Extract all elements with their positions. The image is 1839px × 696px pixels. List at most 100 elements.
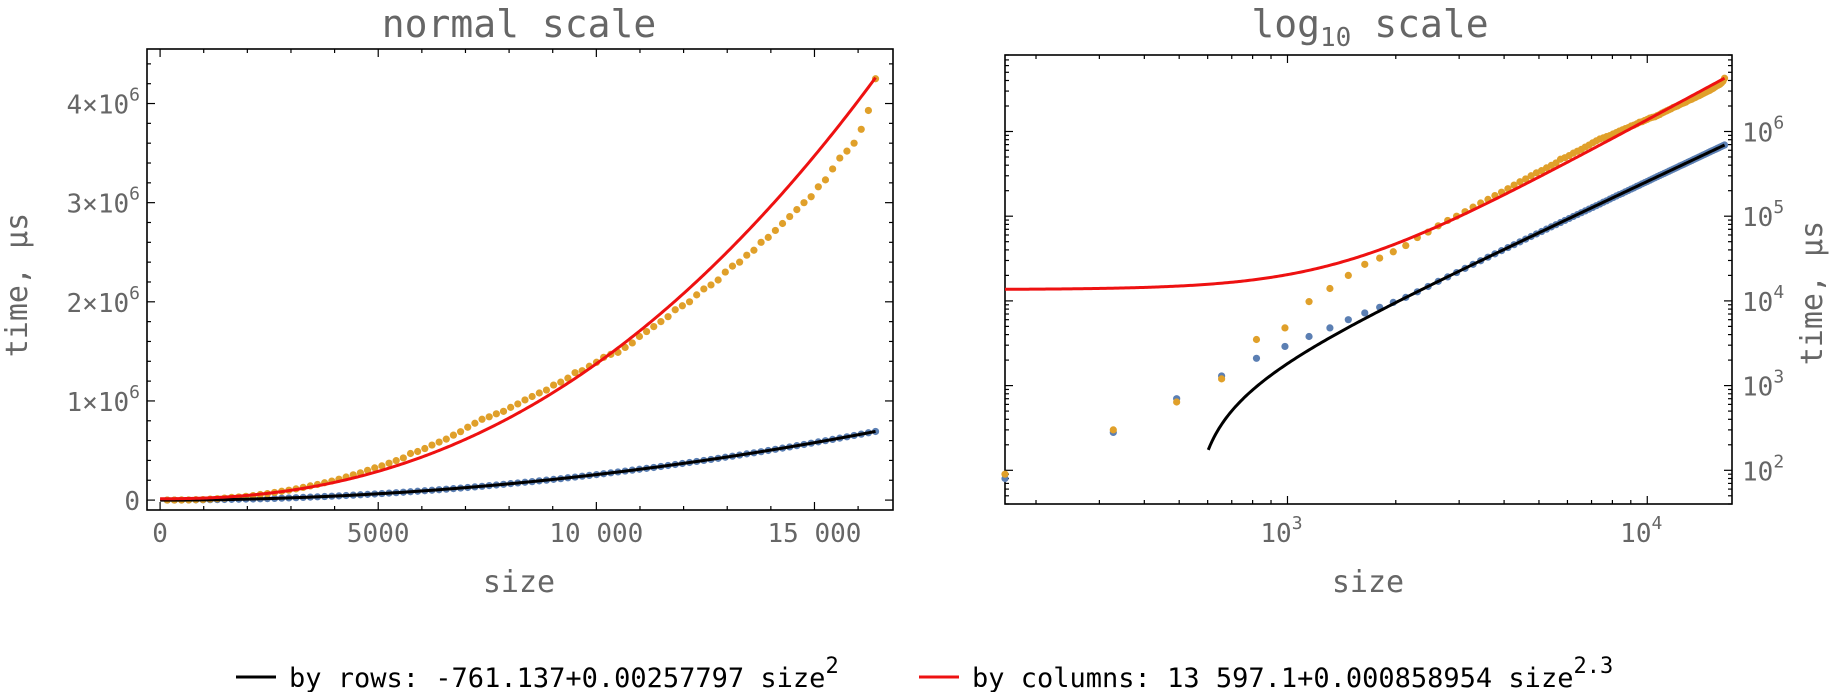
data-point-columns xyxy=(836,154,844,162)
data-point-columns xyxy=(371,464,379,472)
right-x-tick-exp: 3 xyxy=(1292,513,1303,534)
data-point-columns xyxy=(807,193,815,201)
data-point-columns xyxy=(721,268,729,276)
data-point-columns xyxy=(1252,335,1261,344)
data-point-columns xyxy=(714,276,722,284)
data-point-columns xyxy=(685,298,694,306)
left-x-tick-labels: 0 5000 10 000 15 000 xyxy=(152,519,861,549)
data-point-columns xyxy=(528,392,536,401)
right-y-tick-exp: 6 xyxy=(1773,112,1784,133)
right-chart-title: log10 scale xyxy=(1251,2,1488,53)
right-y-axis-label: time, μs xyxy=(1795,221,1830,366)
right-x-tick-base: 10 xyxy=(1620,519,1651,549)
data-point-columns xyxy=(671,306,679,314)
data-point-columns xyxy=(492,410,500,418)
fit-curve-rows xyxy=(160,429,876,502)
legend-exp-rows: 2 xyxy=(825,654,838,679)
data-point-columns xyxy=(414,447,422,456)
data-point-columns xyxy=(1510,181,1518,189)
data-point-columns xyxy=(764,233,772,241)
data-point-columns xyxy=(456,428,465,436)
right-y-tick-exp: 3 xyxy=(1773,367,1784,388)
data-point-columns xyxy=(406,449,415,458)
data-point-columns xyxy=(1305,298,1313,306)
data-point-rows xyxy=(1252,354,1261,362)
left-x-tick-label: 5000 xyxy=(347,519,410,549)
data-point-columns xyxy=(628,339,636,347)
legend-text-rows: by rows: -761.137+0.00257797 size xyxy=(289,663,825,692)
left-y-tick-label: 1×106 xyxy=(67,382,140,418)
data-point-columns xyxy=(693,291,701,299)
right-x-tick-label: 104 xyxy=(1620,513,1662,549)
data-point-rows xyxy=(1361,309,1369,317)
data-point-columns xyxy=(471,419,479,427)
fit-curve-rows xyxy=(1206,143,1726,451)
data-point-columns xyxy=(793,206,801,214)
left-y-tick-label: 0 xyxy=(124,487,140,517)
data-point-columns xyxy=(635,332,644,341)
data-point-columns xyxy=(778,219,787,228)
data-point-columns xyxy=(850,139,858,147)
data-point-columns xyxy=(1218,375,1226,383)
data-point-columns xyxy=(814,183,822,191)
right-x-tick-exp: 4 xyxy=(1651,513,1662,534)
data-point-columns xyxy=(650,322,658,331)
data-point-columns xyxy=(478,415,486,423)
data-point-columns xyxy=(1344,271,1352,279)
data-point-columns xyxy=(535,389,543,397)
left-y-tick-exp: 6 xyxy=(129,382,140,403)
right-y-tick-label: 104 xyxy=(1742,282,1784,318)
right-y-tick-label: 103 xyxy=(1742,367,1784,403)
data-point-columns xyxy=(499,407,508,415)
data-point-columns xyxy=(821,176,830,184)
left-y-tick-mantissa: 4×10 xyxy=(67,91,130,121)
right-plot-frame xyxy=(1004,54,1733,505)
right-y-tick-base: 10 xyxy=(1742,288,1773,318)
right-y-tick-base: 10 xyxy=(1742,457,1773,487)
left-data-points xyxy=(163,75,880,504)
data-point-columns xyxy=(1001,470,1009,478)
data-point-columns xyxy=(571,369,579,377)
right-y-tick-base: 10 xyxy=(1742,373,1773,403)
data-point-columns xyxy=(864,106,872,115)
data-point-columns xyxy=(1281,324,1289,332)
data-point-columns xyxy=(542,386,551,394)
data-point-columns xyxy=(786,212,794,221)
left-y-tick-label: 2×106 xyxy=(67,283,140,319)
data-point-columns xyxy=(1173,398,1181,406)
data-point-columns xyxy=(1402,241,1410,250)
right-x-tick-labels: 103 104 xyxy=(1260,513,1662,549)
right-y-tick-exp: 5 xyxy=(1773,197,1784,218)
data-point-columns xyxy=(1109,426,1117,434)
left-y-tick-label: 4×106 xyxy=(67,85,140,121)
right-x-tick-base: 10 xyxy=(1260,519,1291,549)
right-y-tick-base: 10 xyxy=(1742,203,1773,233)
normal-scale-panel: normal scale 0 5000 10 000 15 000 01×1062×1… xyxy=(0,2,894,600)
left-chart-title: normal scale xyxy=(382,2,657,46)
data-point-columns xyxy=(857,125,865,133)
data-point-columns xyxy=(700,285,708,293)
data-point-columns xyxy=(442,435,450,443)
data-point-columns xyxy=(392,457,400,465)
left-y-tick-exp: 6 xyxy=(129,184,140,205)
fit-curve-columns xyxy=(160,76,877,501)
data-point-columns xyxy=(1522,175,1530,183)
right-y-tick-exp: 4 xyxy=(1773,282,1784,303)
right-title-main: log xyxy=(1251,2,1320,46)
data-point-rows xyxy=(1305,332,1313,341)
data-point-columns xyxy=(507,403,515,411)
data-point-columns xyxy=(385,459,393,467)
data-point-columns xyxy=(800,199,808,207)
left-x-tick-label: 10 000 xyxy=(549,519,643,549)
legend-label-rows: by rows: -761.137+0.00257797 size2 xyxy=(289,654,839,692)
left-y-axis-label: time, μs xyxy=(0,213,35,358)
data-point-columns xyxy=(1527,172,1535,180)
data-point-columns xyxy=(843,147,851,155)
right-y-tick-label: 102 xyxy=(1742,451,1784,487)
data-point-columns xyxy=(1361,260,1369,268)
left-y-tick-mantissa: 3×10 xyxy=(67,190,130,220)
